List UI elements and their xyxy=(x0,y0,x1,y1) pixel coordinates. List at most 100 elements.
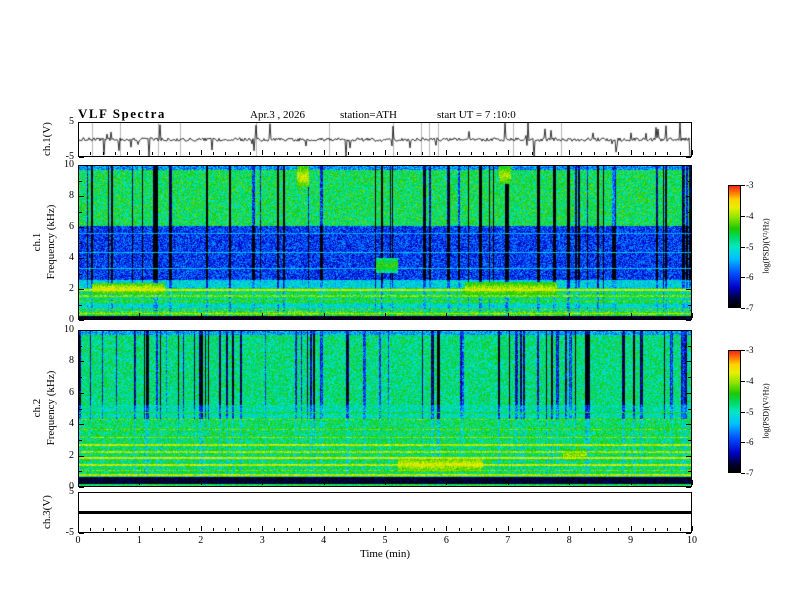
x-minor-tick-mark xyxy=(114,528,116,531)
y-tick-mark xyxy=(686,361,691,363)
x-minor-tick-mark xyxy=(593,152,595,155)
colorbar-tick-label: -6 xyxy=(746,272,754,283)
x-minor-tick-mark xyxy=(90,528,92,531)
x-minor-tick-mark xyxy=(397,528,399,531)
x-tick-mark xyxy=(385,480,386,485)
y-minor-tick-mark xyxy=(688,273,691,275)
y-tick-mark xyxy=(79,122,84,123)
x-minor-tick-mark xyxy=(470,528,472,531)
x-tick-label: 4 xyxy=(321,535,327,546)
x-minor-tick-mark xyxy=(372,152,374,155)
x-minor-tick-mark xyxy=(655,528,657,531)
x-tick-mark xyxy=(630,526,632,531)
x-minor-tick-mark xyxy=(667,528,669,531)
x-minor-tick-mark xyxy=(655,152,657,155)
x-minor-tick-mark xyxy=(102,528,104,531)
x-minor-tick-mark xyxy=(102,152,104,155)
header-station: station=ATH xyxy=(340,109,397,121)
y-tick-label: 2 xyxy=(69,449,74,461)
x-minor-tick-mark xyxy=(360,152,362,155)
x-minor-tick-mark xyxy=(667,152,669,155)
x-tick-mark xyxy=(262,480,264,485)
x-minor-tick-mark xyxy=(495,528,497,531)
y-minor-tick-mark xyxy=(79,377,82,379)
x-minor-tick-mark xyxy=(409,528,411,531)
x-minor-tick-mark xyxy=(483,152,485,155)
x-tick-mark xyxy=(139,526,141,531)
y-tick-mark xyxy=(79,492,84,493)
x-minor-tick-mark xyxy=(299,152,301,155)
y-tick-label: 5 xyxy=(69,486,74,497)
x-tick-mark xyxy=(78,150,79,155)
y-minor-tick-mark xyxy=(79,345,82,347)
colorbar-tick-mark xyxy=(741,246,745,248)
x-tick-mark xyxy=(262,150,264,155)
y-tick-mark xyxy=(79,289,84,290)
x-tick-mark xyxy=(692,313,693,318)
x-minor-tick-mark xyxy=(606,152,608,155)
y-tick-mark xyxy=(686,487,691,488)
y-tick-label: 2 xyxy=(69,283,74,294)
x-tick-label: 8 xyxy=(566,535,572,546)
x-minor-tick-mark xyxy=(409,152,411,155)
x-tick-mark xyxy=(507,480,509,485)
x-tick-mark xyxy=(323,150,325,155)
colorbar-tick-mark xyxy=(741,411,745,413)
colorbar-tick-label: -3 xyxy=(746,180,754,190)
x-tick-mark xyxy=(446,480,448,485)
y-minor-tick-mark xyxy=(688,304,691,306)
colorbar-tick-mark xyxy=(741,185,745,186)
x-minor-tick-mark xyxy=(642,152,644,155)
ch1-spectrogram-canvas xyxy=(79,166,691,319)
ch3-flatline-trace xyxy=(79,511,691,514)
colorbar-ch2 xyxy=(728,350,741,473)
x-tick-mark xyxy=(262,526,264,531)
colorbar-tick-label: -3 xyxy=(746,345,754,355)
colorbar-tick-label: -4 xyxy=(746,210,754,221)
y-tick-mark xyxy=(686,492,691,493)
x-minor-tick-mark xyxy=(679,528,681,531)
colorbar-tick-label: -7 xyxy=(746,303,754,313)
y-minor-tick-mark xyxy=(688,180,691,182)
x-minor-tick-mark xyxy=(483,528,485,531)
y-tick-mark xyxy=(686,258,691,259)
y-tick-mark xyxy=(79,157,84,158)
y-minor-tick-mark xyxy=(688,345,691,347)
x-minor-tick-mark xyxy=(421,528,423,531)
y-minor-tick-mark xyxy=(688,211,691,213)
x-tick-mark xyxy=(200,150,202,155)
y-minor-tick-mark xyxy=(79,180,82,182)
x-minor-tick-mark xyxy=(544,528,546,531)
y-tick-mark xyxy=(79,320,84,321)
y-tick-label: 4 xyxy=(69,418,74,430)
x-tick-mark xyxy=(323,313,325,318)
x-minor-tick-mark xyxy=(151,152,153,155)
x-tick-mark xyxy=(446,150,448,155)
x-tick-mark xyxy=(507,150,509,155)
x-tick-mark xyxy=(78,480,79,485)
x-tick-mark xyxy=(630,480,632,485)
x-minor-tick-mark xyxy=(311,528,313,531)
x-minor-tick-mark xyxy=(249,528,251,531)
y-minor-tick-mark xyxy=(79,471,82,473)
y-tick-mark xyxy=(79,258,84,259)
colorbar-tick-label: -5 xyxy=(746,406,754,417)
x-tick-mark xyxy=(200,526,202,531)
x-minor-tick-mark xyxy=(274,528,276,531)
y-tick-mark xyxy=(686,533,691,534)
x-tick-mark xyxy=(692,150,693,155)
y-tick-mark xyxy=(79,330,84,331)
x-minor-tick-mark xyxy=(458,528,460,531)
x-tick-mark xyxy=(385,526,386,531)
x-minor-tick-mark xyxy=(176,528,178,531)
y-tick-mark xyxy=(79,361,84,363)
x-minor-tick-mark xyxy=(458,152,460,155)
x-tick-mark xyxy=(78,526,79,531)
x-minor-tick-mark xyxy=(544,152,546,155)
colorbar-tick-mark xyxy=(741,442,745,444)
y-tick-label: 0 xyxy=(69,314,74,325)
x-tick-mark xyxy=(139,313,141,318)
x-minor-tick-mark xyxy=(225,152,227,155)
x-tick-mark xyxy=(569,526,571,531)
